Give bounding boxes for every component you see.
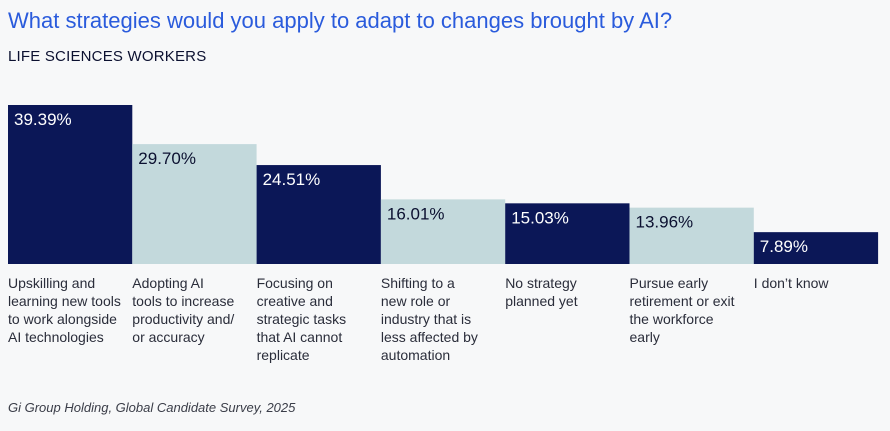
value-label-1: 39.39% — [14, 110, 72, 129]
value-label-2: 29.70% — [138, 149, 196, 168]
category-label-3: Focusing on creative and strategic tasks th… — [257, 275, 346, 363]
value-label-4: 16.01% — [387, 204, 445, 223]
category-label-line: Upskilling and — [8, 275, 95, 291]
bar-7 — [753, 232, 879, 264]
category-label-line: replicate — [257, 347, 310, 363]
category-label-line: learning new tools — [8, 293, 121, 309]
bar-chart: 39.39% Upskilling and learning new tools to… — [8, 105, 879, 363]
source-note: Gi Group Holding, Global Candidate Surve… — [8, 400, 296, 415]
category-label-line: AI technologies — [8, 329, 104, 345]
category-label-7: I don’t know — [754, 275, 830, 291]
bar-6 — [629, 207, 754, 264]
category-label-line: strategic tasks — [257, 311, 346, 327]
value-label-3: 24.51% — [263, 170, 321, 189]
category-label-line: Shifting to a — [381, 275, 455, 291]
category-label-line: Adopting AI — [132, 275, 204, 291]
chart-subtitle: LIFE SCIENCES WORKERS — [8, 48, 207, 65]
category-label-4: Shifting to a new role or industry that is… — [381, 275, 478, 363]
category-label-line: Focusing on — [257, 275, 333, 291]
bar-5 — [505, 203, 630, 264]
category-label-line: or accuracy — [132, 329, 204, 345]
category-label-line: early — [630, 329, 660, 345]
category-label-line: to work alongside — [8, 311, 117, 327]
bar-1 — [8, 105, 133, 264]
category-label-line: tools to increase — [132, 293, 234, 309]
bar-3 — [256, 165, 381, 264]
category-label-line: creative and — [257, 293, 333, 309]
value-label-7: 7.89% — [760, 237, 808, 256]
category-label-6: Pursue early retirement or exit the workfo… — [630, 275, 735, 345]
category-label-line: that AI cannot — [257, 329, 343, 345]
category-label-line: the workforce — [630, 311, 714, 327]
bar-2 — [132, 144, 257, 264]
category-label-line: No strategy — [505, 275, 577, 291]
chart-title: What strategies would you apply to adapt… — [8, 8, 673, 33]
value-label-6: 13.96% — [636, 213, 694, 232]
value-label-5: 15.03% — [511, 208, 569, 227]
category-label-1: Upskilling and learning new tools to work … — [8, 275, 121, 345]
category-label-line: Pursue early — [630, 275, 709, 291]
category-label-line: I don’t know — [754, 275, 830, 291]
category-label-line: new role or — [381, 293, 451, 309]
category-label-line: less affected by — [381, 329, 478, 345]
category-label-5: No strategy planned yet — [505, 275, 578, 309]
category-label-line: productivity and/ — [132, 311, 234, 327]
category-label-line: industry that is — [381, 311, 471, 327]
category-label-line: planned yet — [505, 293, 578, 309]
category-label-line: retirement or exit — [630, 293, 735, 309]
category-label-2: Adopting AI tools to increase productivity… — [132, 275, 234, 345]
bar-4 — [380, 199, 506, 264]
category-label-line: automation — [381, 347, 450, 363]
